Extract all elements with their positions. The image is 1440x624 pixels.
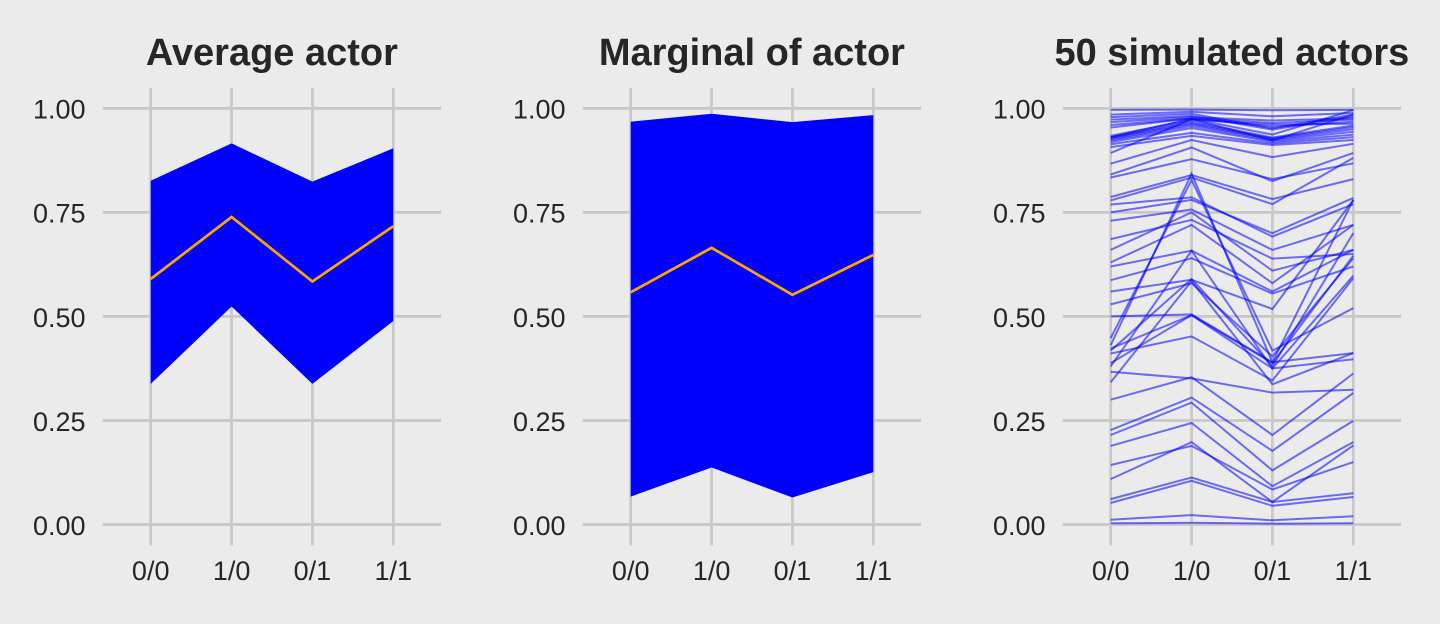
svg-text:0/0: 0/0 (132, 556, 170, 586)
svg-text:1/1: 1/1 (855, 556, 893, 586)
svg-text:1/1: 1/1 (375, 556, 413, 586)
svg-text:1/0: 1/0 (1173, 556, 1211, 586)
svg-text:0/0: 0/0 (1092, 556, 1130, 586)
svg-text:0/1: 0/1 (1254, 556, 1292, 586)
svg-text:0.25: 0.25 (513, 407, 566, 437)
svg-text:0.75: 0.75 (513, 199, 566, 229)
svg-text:1.00: 1.00 (993, 95, 1046, 125)
svg-text:1.00: 1.00 (513, 95, 566, 125)
svg-text:0/0: 0/0 (612, 556, 650, 586)
svg-text:0.00: 0.00 (993, 511, 1046, 541)
svg-text:0.25: 0.25 (33, 407, 86, 437)
svg-text:1/1: 1/1 (1335, 556, 1373, 586)
svg-text:1/0: 1/0 (213, 556, 251, 586)
svg-text:50 simulated actors: 50 simulated actors (1054, 32, 1409, 74)
svg-text:0.50: 0.50 (33, 303, 86, 333)
svg-text:0.50: 0.50 (513, 303, 566, 333)
svg-text:0.75: 0.75 (993, 199, 1046, 229)
svg-text:0/1: 0/1 (774, 556, 812, 586)
svg-text:0.75: 0.75 (33, 199, 86, 229)
svg-text:0/1: 0/1 (294, 556, 332, 586)
svg-text:0.25: 0.25 (993, 407, 1046, 437)
svg-text:Marginal of actor: Marginal of actor (599, 32, 905, 74)
svg-text:0.00: 0.00 (33, 511, 86, 541)
svg-text:1.00: 1.00 (33, 95, 86, 125)
svg-text:Average actor: Average actor (146, 32, 398, 74)
svg-text:0.50: 0.50 (993, 303, 1046, 333)
svg-text:1/0: 1/0 (693, 556, 731, 586)
svg-text:0.00: 0.00 (513, 511, 566, 541)
